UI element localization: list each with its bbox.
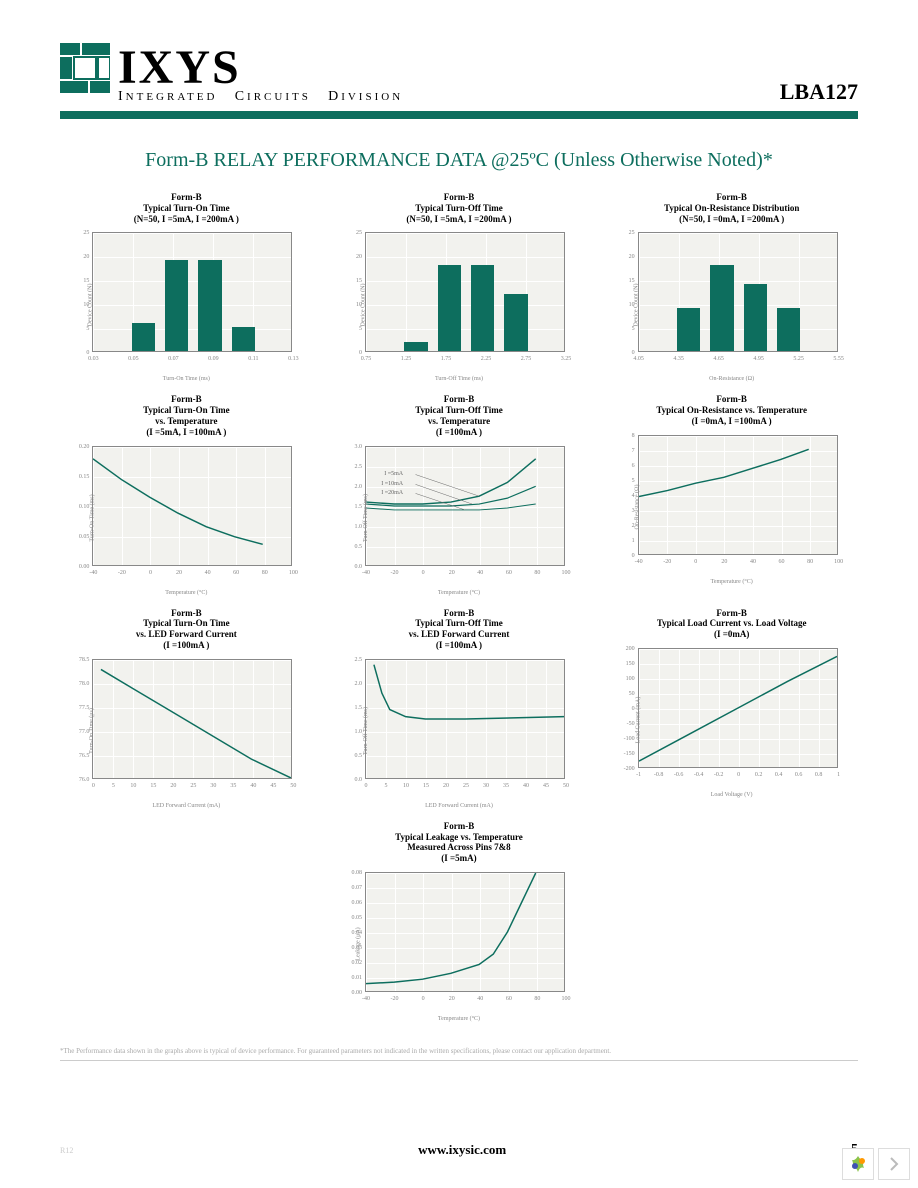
chart-5: Form-BTypical On-Resistance vs. Temperat… — [612, 394, 852, 595]
chart-4: Form-BTypical Turn-Off Timevs. Temperatu… — [339, 394, 579, 595]
chart-2: Form-BTypical On-Resistance Distribution… — [612, 192, 852, 382]
chart-title: Form-BTypical Leakage vs. TemperatureMea… — [339, 821, 579, 864]
footer-url: www.ixysic.com — [418, 1142, 506, 1158]
chart-0: Form-BTypical Turn-On Time(N=50, I =5mA,… — [66, 192, 306, 382]
chart-title: Form-BTypical Turn-Off Timevs. Temperatu… — [339, 394, 579, 437]
footer-rev: R12 — [60, 1146, 73, 1155]
viewer-logo-icon[interactable] — [842, 1148, 874, 1180]
chart-9: Form-BTypical Leakage vs. TemperatureMea… — [339, 821, 579, 1022]
footnote: *The Performance data shown in the graph… — [60, 1047, 858, 1061]
chart-title: Form-BTypical On-Resistance vs. Temperat… — [612, 394, 852, 426]
chart-title: Form-BTypical Turn-On Time(N=50, I =5mA,… — [66, 192, 306, 224]
logo-icon — [60, 43, 110, 93]
section-title: Form-B RELAY PERFORMANCE DATA @25ºC (Unl… — [60, 149, 858, 172]
chart-title: Form-BTypical Turn-On Timevs. Temperatur… — [66, 394, 306, 437]
chart-title: Form-BTypical Turn-On Timevs. LED Forwar… — [66, 608, 306, 651]
chart-title: Form-BTypical Load Current vs. Load Volt… — [612, 608, 852, 640]
charts-grid: Form-BTypical Turn-On Time(N=50, I =5mA,… — [60, 192, 858, 1022]
company-name: IXYS — [118, 40, 241, 95]
chart-8: Form-BTypical Load Current vs. Load Volt… — [612, 608, 852, 809]
page-header: IXYS INTEGRATED CIRCUITS DIVISION LBA127 — [60, 40, 858, 105]
chart-1: Form-BTypical Turn-Off Time(N=50, I =5mA… — [339, 192, 579, 382]
viewer-next-icon[interactable] — [878, 1148, 910, 1180]
chart-7: Form-BTypical Turn-Off Timevs. LED Forwa… — [339, 608, 579, 809]
part-number: LBA127 — [780, 79, 858, 105]
chart-3: Form-BTypical Turn-On Timevs. Temperatur… — [66, 394, 306, 595]
company-logo: IXYS — [60, 40, 403, 95]
chart-title: Form-BTypical Turn-Off Timevs. LED Forwa… — [339, 608, 579, 651]
chart-title: Form-BTypical On-Resistance Distribution… — [612, 192, 852, 224]
company-tagline: INTEGRATED CIRCUITS DIVISION — [118, 89, 403, 105]
viewer-widget — [842, 1148, 910, 1180]
header-divider — [60, 111, 858, 119]
chart-title: Form-BTypical Turn-Off Time(N=50, I =5mA… — [339, 192, 579, 224]
page-footer: R12 www.ixysic.com 5 — [60, 1142, 858, 1158]
chart-6: Form-BTypical Turn-On Timevs. LED Forwar… — [66, 608, 306, 809]
